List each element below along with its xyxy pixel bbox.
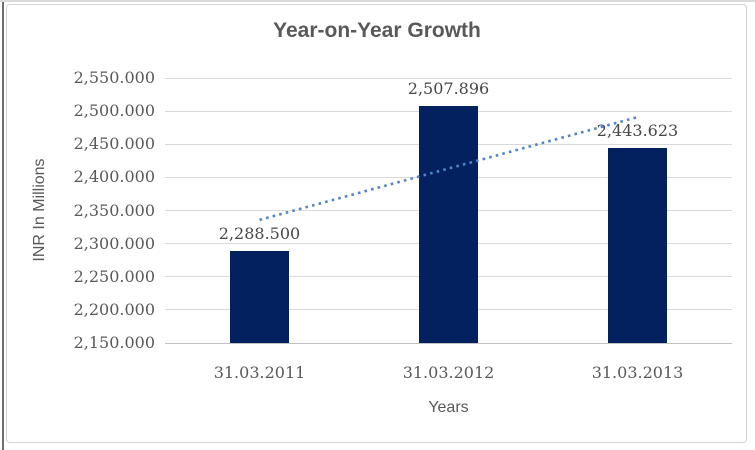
y-tick-label: 2,450.000 bbox=[73, 134, 155, 154]
gridline bbox=[165, 77, 732, 79]
y-tick-label: 2,300.000 bbox=[73, 233, 155, 253]
y-tick-label: 2,250.000 bbox=[73, 266, 155, 286]
y-tick-label: 2,200.000 bbox=[73, 299, 155, 319]
bar-data-label: 2,288.500 bbox=[218, 224, 301, 244]
window-top-edge bbox=[0, 0, 755, 2]
bar-data-label: 2,507.896 bbox=[407, 78, 490, 98]
x-category-label: 31.03.2011 bbox=[213, 363, 306, 382]
x-category-label: 31.03.2012 bbox=[402, 363, 495, 382]
y-tick-label: 2,350.000 bbox=[73, 200, 155, 220]
x-category-label: 31.03.2013 bbox=[591, 363, 684, 382]
bar-data-label: 2,443.623 bbox=[596, 121, 679, 141]
chart-title: Year-on-Year Growth bbox=[273, 19, 481, 42]
y-axis-title: INR In Millions bbox=[31, 158, 48, 262]
trendline bbox=[259, 115, 638, 222]
bar bbox=[608, 148, 667, 343]
x-axis-line bbox=[165, 342, 732, 344]
x-axis-title: Years bbox=[428, 399, 469, 416]
y-tick-label: 2,400.000 bbox=[73, 167, 155, 187]
window-left-edge bbox=[2, 2, 4, 450]
bar bbox=[419, 105, 478, 343]
y-tick-label: 2,500.000 bbox=[73, 101, 155, 121]
y-tick-label: 2,150.000 bbox=[73, 333, 155, 352]
bar bbox=[230, 251, 289, 343]
y-tick-label: 2,550.000 bbox=[73, 68, 155, 87]
